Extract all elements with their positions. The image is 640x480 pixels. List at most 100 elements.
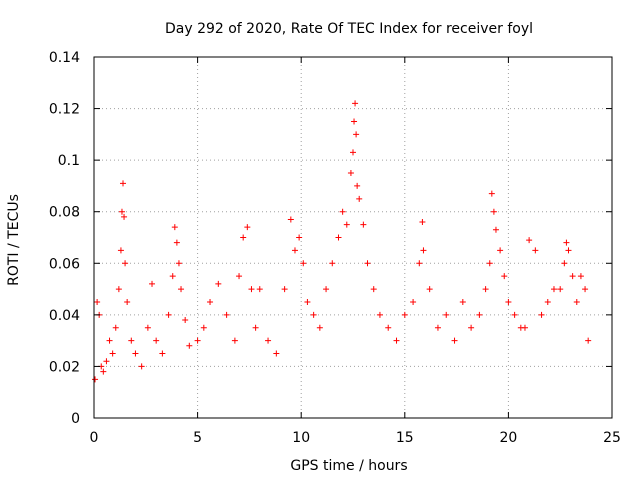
data-point xyxy=(94,298,101,305)
data-point xyxy=(538,311,545,318)
data-point xyxy=(434,324,441,331)
data-point xyxy=(236,273,243,280)
data-point xyxy=(186,342,193,349)
y-tick-label: 0.14 xyxy=(49,50,80,66)
data-point xyxy=(117,247,124,254)
data-point xyxy=(426,286,433,293)
data-point xyxy=(419,219,426,226)
y-tick-label: 0 xyxy=(71,411,80,427)
data-point xyxy=(354,182,361,189)
data-point xyxy=(573,298,580,305)
data-point xyxy=(215,280,222,287)
data-point xyxy=(144,324,151,331)
data-point xyxy=(356,195,363,202)
data-point xyxy=(468,324,475,331)
data-point xyxy=(521,324,528,331)
data-point xyxy=(393,337,400,344)
data-point xyxy=(103,358,110,365)
data-point xyxy=(497,247,504,254)
data-point xyxy=(173,239,180,246)
data-point xyxy=(273,350,280,357)
data-point xyxy=(476,311,483,318)
data-point xyxy=(175,260,182,267)
data-point xyxy=(287,216,294,223)
data-point xyxy=(252,324,259,331)
data-point xyxy=(149,280,156,287)
data-point xyxy=(526,237,533,244)
data-point xyxy=(490,208,497,215)
y-tick-label: 0.08 xyxy=(49,205,80,221)
x-tick-label: 5 xyxy=(193,430,202,446)
data-point xyxy=(585,337,592,344)
x-tick-label: 0 xyxy=(90,430,99,446)
y-axis-label: ROTI / TECUs xyxy=(6,194,22,286)
data-point xyxy=(171,224,178,231)
data-point xyxy=(352,100,359,107)
data-point xyxy=(339,208,346,215)
data-point xyxy=(443,311,450,318)
data-point xyxy=(582,286,589,293)
data-point xyxy=(343,221,350,228)
data-point xyxy=(544,298,551,305)
data-point xyxy=(115,286,122,293)
data-point xyxy=(401,311,408,318)
data-point xyxy=(310,311,317,318)
y-tick-label: 0.04 xyxy=(49,308,80,324)
data-point xyxy=(265,337,272,344)
data-point xyxy=(416,260,423,267)
y-axis-ticks: 0 0.02 0.04 0.06 0.08 0.1 0.12 0.14 xyxy=(49,50,612,427)
data-point xyxy=(329,260,336,267)
data-point xyxy=(360,221,367,228)
data-point xyxy=(132,350,139,357)
data-point xyxy=(577,273,584,280)
x-tick-label: 10 xyxy=(292,430,310,446)
data-point xyxy=(118,208,125,215)
data-point xyxy=(451,337,458,344)
data-point xyxy=(121,213,128,220)
data-point xyxy=(128,337,135,344)
data-point xyxy=(304,298,311,305)
data-point xyxy=(281,286,288,293)
data-point xyxy=(550,286,557,293)
x-tick-label: 15 xyxy=(396,430,414,446)
data-point xyxy=(124,298,131,305)
data-points xyxy=(92,100,592,383)
data-point xyxy=(532,247,539,254)
data-point xyxy=(565,247,572,254)
data-point xyxy=(563,239,570,246)
plot-frame xyxy=(93,56,613,419)
chart-title: Day 292 of 2020, Rate Of TEC Index for r… xyxy=(165,21,533,37)
data-point xyxy=(138,363,145,370)
data-point xyxy=(256,286,263,293)
data-point xyxy=(316,324,323,331)
data-point xyxy=(122,260,129,267)
data-point xyxy=(482,286,489,293)
data-point xyxy=(240,234,247,241)
data-point xyxy=(182,317,189,324)
data-point xyxy=(486,260,493,267)
data-point xyxy=(561,260,568,267)
data-point xyxy=(376,311,383,318)
data-point xyxy=(296,234,303,241)
data-point xyxy=(410,298,417,305)
data-point xyxy=(370,286,377,293)
data-point xyxy=(385,324,392,331)
y-tick-label: 0.1 xyxy=(58,153,80,169)
data-point xyxy=(92,376,99,383)
data-point xyxy=(420,247,427,254)
data-point xyxy=(178,286,185,293)
y-tick-label: 0.02 xyxy=(49,359,80,375)
data-point xyxy=(488,190,495,197)
data-point xyxy=(153,337,160,344)
data-point xyxy=(244,224,251,231)
data-point xyxy=(120,180,127,187)
data-point xyxy=(291,247,298,254)
x-axis-ticks: 0 5 10 15 20 25 xyxy=(90,57,621,446)
data-point xyxy=(323,286,330,293)
data-point xyxy=(511,311,518,318)
data-point xyxy=(492,226,499,233)
data-point xyxy=(194,337,201,344)
data-point xyxy=(350,149,356,156)
data-point xyxy=(248,286,255,293)
